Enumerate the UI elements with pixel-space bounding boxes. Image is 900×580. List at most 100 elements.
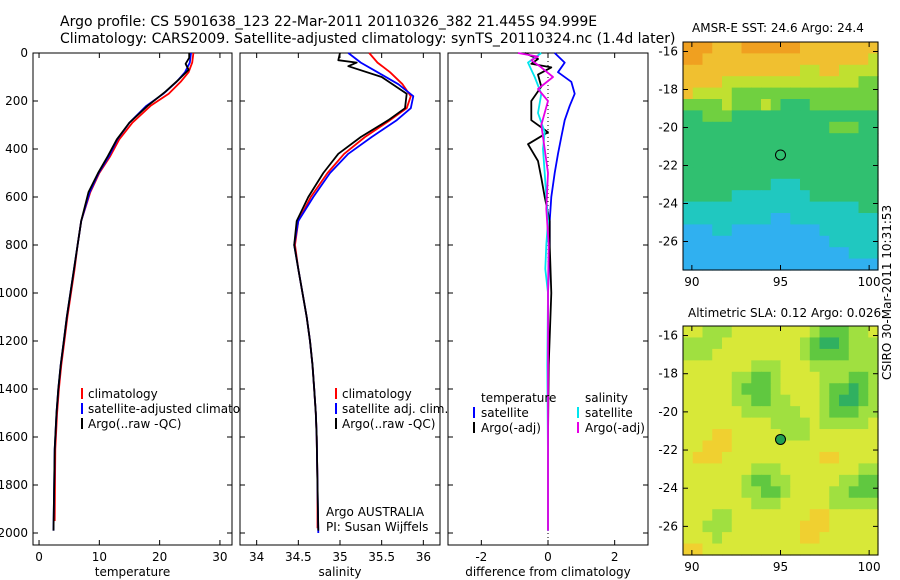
sla-map-cell [751,326,762,339]
sst-map-cell [839,167,850,180]
sla-map-cell [848,463,860,476]
sst-map-cell [722,156,733,168]
temperature-profile-ytick-label: 1000 [0,286,28,300]
sla-map-cell [712,406,723,419]
sla-map-cell [712,394,723,407]
sst-map-cell [800,42,811,54]
sla-map-cell [770,543,782,556]
sla-map-cell [829,497,840,510]
sst-map-cell [770,53,782,66]
sst-map-cell [683,201,694,214]
sst-map-cell [839,247,850,260]
sla-map-cell [712,509,723,522]
sst-map-cell [790,99,801,111]
sst-map-cell [702,178,713,191]
sst-map-cell [712,190,723,203]
sst-map-cell [770,190,782,203]
sla-map-cell [712,543,723,556]
sla-map-cell [868,429,879,442]
sst-map-cell [868,53,879,66]
sst-map-cell [731,156,743,168]
sla-map-cell [839,360,850,373]
sst-map-cell [741,213,752,225]
sla-map-cell [780,371,791,384]
sla-map-cell [839,326,850,339]
sst-map-cell [829,144,840,157]
sst-map-cell [848,110,860,123]
sst-map-cell [741,64,752,77]
sla-map-cell [790,451,801,464]
sst-map-cell [683,144,694,157]
sla-map-cell [839,509,850,522]
sst-map-cell [819,258,830,271]
sst-map-cell [809,87,821,100]
sla-map-cell [683,337,694,350]
sst-map-cell [809,144,821,157]
sst-map-cell [868,213,879,225]
sst-map-cell [868,133,879,146]
sla-map-xtick-label: 90 [684,560,699,574]
sst-map-cell [770,133,782,146]
sla-map-cell [780,440,791,453]
difference-profile-xlabel: difference from climatology [465,565,631,579]
sla-map-cell [868,532,879,545]
figure-title-line-1: Argo profile: CS 5901638_123 22-Mar-2011… [60,14,598,30]
sla-map-cell [692,509,704,522]
sst-map-cell [683,167,694,180]
sst-map-cell [751,224,762,237]
sst-map-cell [770,235,782,248]
sst-map-cell [731,76,743,89]
temperature-profile-xtick-label: 10 [92,550,107,564]
sst-map-cell [848,258,860,271]
sst-map-cell [702,235,713,248]
sla-map-cell [780,532,791,545]
sla-map-cell [780,383,791,396]
sst-map-cell [800,144,811,157]
sla-map-cell [741,429,752,442]
sla-map-cell [868,486,879,499]
sst-map-cell [683,258,694,271]
sst-map-ytick-label: -18 [658,83,678,97]
sst-map-cell [839,213,850,225]
sst-map-cell [692,76,704,89]
sla-map-cell [683,509,694,522]
sst-map-cell [761,121,772,134]
sst-map-cell [790,178,801,191]
sla-map-cell [731,497,743,510]
sla-map-cell [800,383,811,396]
sst-map-cell [868,178,879,191]
sst-map-cell [790,133,801,146]
sst-map-cell [722,121,733,134]
sla-map-cell [702,417,713,430]
sst-map-cell [848,247,860,260]
sla-map-cell [790,360,801,373]
sla-map-cell [761,337,772,350]
sla-map-cell [751,348,762,361]
sst-map-cell [702,76,713,89]
sla-map-cell [692,474,704,487]
sst-map-cell [829,156,840,168]
sst-map-cell [829,53,840,66]
sst-map-cell [741,247,752,260]
sst-map-cell [829,213,840,225]
sst-map-cell [809,42,821,54]
sla-map-cell [809,417,821,430]
sla-map-cell [829,394,840,407]
sst-map-cell [751,133,762,146]
sst-map-cell [712,64,723,77]
sla-map-cell [809,520,821,533]
sst-map-cell [702,258,713,271]
sst-map-cell [692,53,704,66]
sla-map-cell [790,394,801,407]
sst-map-cell [722,87,733,100]
sst-map-cell [819,76,830,89]
sla-map-cell [839,371,850,384]
sla-map-cell [848,337,860,350]
sst-map-cell [780,224,791,237]
sst-map-cell [731,42,743,54]
sla-map-cell [712,417,723,430]
sst-map-cell [731,133,743,146]
sst-map-cell [683,87,694,100]
sla-map-cell [741,371,752,384]
sst-map-cell [848,53,860,66]
